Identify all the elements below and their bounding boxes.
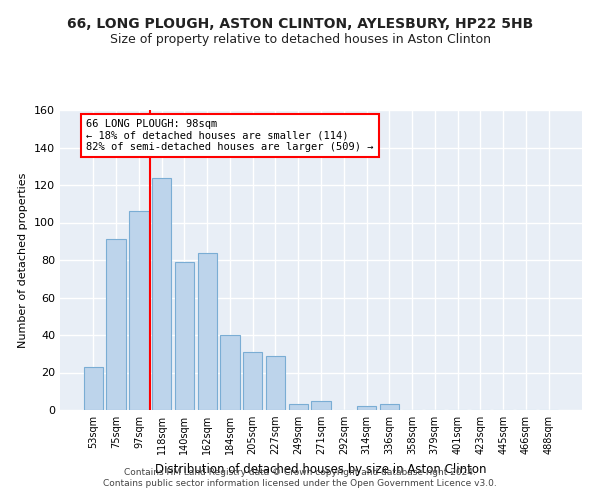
Bar [266, 356, 285, 410]
Bar [106, 240, 126, 410]
Text: 66, LONG PLOUGH, ASTON CLINTON, AYLESBURY, HP22 5HB: 66, LONG PLOUGH, ASTON CLINTON, AYLESBUR… [67, 18, 533, 32]
Text: Contains HM Land Registry data © Crown copyright and database right 2024.
Contai: Contains HM Land Registry data © Crown c… [103, 468, 497, 487]
Bar [175, 262, 194, 410]
Bar [380, 404, 399, 410]
Y-axis label: Number of detached properties: Number of detached properties [19, 172, 28, 348]
Bar [243, 352, 262, 410]
X-axis label: Distribution of detached houses by size in Aston Clinton: Distribution of detached houses by size … [155, 462, 487, 475]
Bar [197, 252, 217, 410]
Bar [289, 404, 308, 410]
Text: Size of property relative to detached houses in Aston Clinton: Size of property relative to detached ho… [110, 32, 491, 46]
Bar [311, 400, 331, 410]
Bar [357, 406, 376, 410]
Bar [220, 335, 239, 410]
Text: 66 LONG PLOUGH: 98sqm
← 18% of detached houses are smaller (114)
82% of semi-det: 66 LONG PLOUGH: 98sqm ← 18% of detached … [86, 119, 374, 152]
Bar [152, 178, 172, 410]
Bar [129, 211, 149, 410]
Bar [84, 367, 103, 410]
